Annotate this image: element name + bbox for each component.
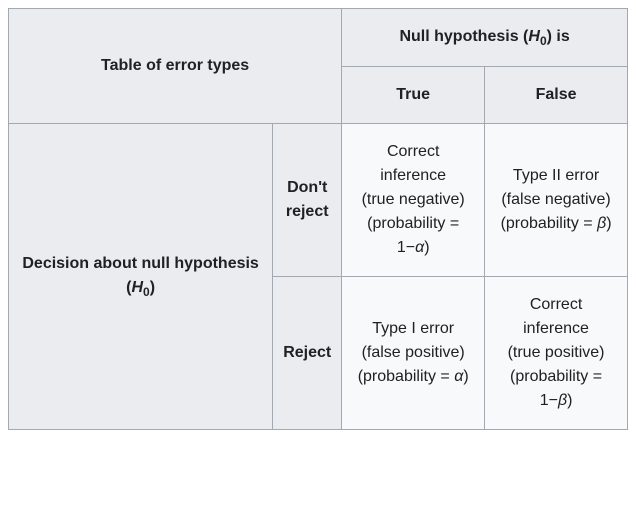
dt-line3a: (probability = 1− [367, 215, 459, 256]
null-hypothesis-supercol: Null hypothesis (H0) is [342, 9, 628, 67]
rt-line2: (false positive) [362, 344, 465, 361]
rf-line3c: ) [567, 392, 572, 409]
cell-dont-true: Correct inference (true negative) (proba… [342, 124, 485, 277]
df-line1: Type II error [513, 167, 599, 184]
row-header-post: ) [150, 279, 155, 296]
df-line3a: (probability = [501, 215, 598, 232]
cell-reject-false: Correct inference (true positive) (proba… [485, 277, 628, 430]
rf-line3b: β [558, 392, 567, 409]
dont-line1: Don't [287, 179, 327, 196]
col-header-true: True [342, 67, 485, 124]
supercol-sub: 0 [540, 34, 547, 48]
dont-line2: reject [286, 203, 329, 220]
row-header-reject: Reject [273, 277, 342, 430]
row-header-sub: 0 [143, 285, 150, 299]
dt-line1: Correct inference [380, 143, 446, 184]
table-title: Table of error types [101, 57, 249, 74]
rf-line3a: (probability = 1− [510, 368, 602, 409]
dt-line2: (true negative) [362, 191, 465, 208]
error-types-table: Table of error types Null hypothesis (H0… [8, 8, 628, 430]
supercol-var: H [528, 28, 540, 45]
cell-reject-true: Type I error (false positive) (probabili… [342, 277, 485, 430]
row-header-dont-reject: Don't reject [273, 124, 342, 277]
rt-line3c: ) [463, 368, 468, 385]
rt-line1: Type I error [372, 320, 454, 337]
df-line3c: ) [606, 215, 611, 232]
col-header-false: False [485, 67, 628, 124]
rt-line3b: α [454, 368, 463, 385]
df-line3b: β [597, 215, 606, 232]
dt-line3b: α [415, 239, 424, 256]
dt-line3c: ) [424, 239, 429, 256]
rf-line2: (true positive) [508, 344, 605, 361]
rt-line3a: (probability = [358, 368, 455, 385]
cell-dont-false: Type II error (false negative) (probabil… [485, 124, 628, 277]
table-title-cell: Table of error types [9, 9, 342, 124]
supercol-post: ) is [547, 28, 570, 45]
row-header-decision: Decision about null hypothesis (H0) [9, 124, 273, 430]
rf-line1: Correct inference [523, 296, 589, 337]
supercol-pre: Null hypothesis ( [399, 28, 528, 45]
df-line2: (false negative) [501, 191, 610, 208]
row-header-var: H [131, 279, 143, 296]
